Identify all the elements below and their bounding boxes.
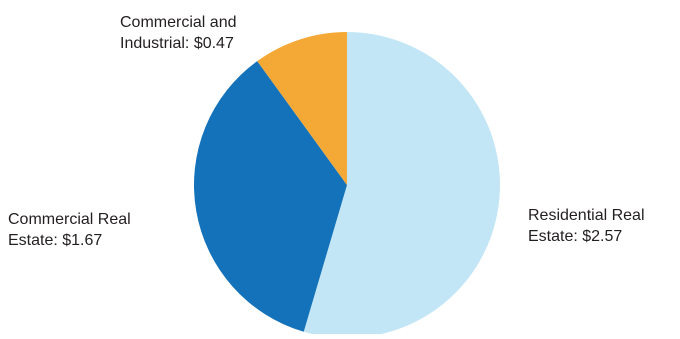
pie-label-line: Commercial and bbox=[120, 14, 236, 31]
pie-slices bbox=[193, 32, 501, 338]
pie-label-line: Commercial Real bbox=[8, 211, 131, 228]
pie-slice-commercial-and-industrial bbox=[257, 32, 347, 185]
pie-slice-commercial-real-estate bbox=[193, 61, 347, 332]
pie-label-line: Estate: $2.57 bbox=[528, 228, 622, 245]
pie-label-line: Residential Real bbox=[528, 207, 645, 224]
pie-label-commercial-real-estate: Commercial Real Estate: $1.67 bbox=[8, 211, 131, 249]
pie-label-residential-real-estate: Residential Real Estate: $2.57 bbox=[528, 207, 645, 245]
pie-label-line: Industrial: $0.47 bbox=[120, 35, 234, 52]
pie-label-line: Estate: $1.67 bbox=[8, 232, 102, 249]
pie-slice-residential-real-estate bbox=[303, 32, 501, 338]
pie-labels: Residential Real Estate: $2.57 Commercial … bbox=[8, 14, 645, 249]
pie-label-commercial-and-industrial: Commercial and Industrial: $0.47 bbox=[120, 14, 236, 52]
